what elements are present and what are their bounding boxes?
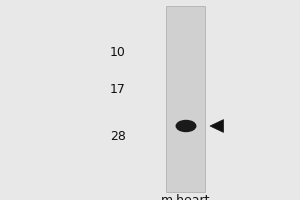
Ellipse shape: [176, 120, 196, 132]
Polygon shape: [210, 120, 224, 132]
Text: 28: 28: [110, 130, 126, 142]
Text: 10: 10: [110, 46, 126, 58]
Text: 17: 17: [110, 83, 126, 96]
Text: m.heart: m.heart: [161, 194, 211, 200]
Bar: [167, 6, 206, 192]
